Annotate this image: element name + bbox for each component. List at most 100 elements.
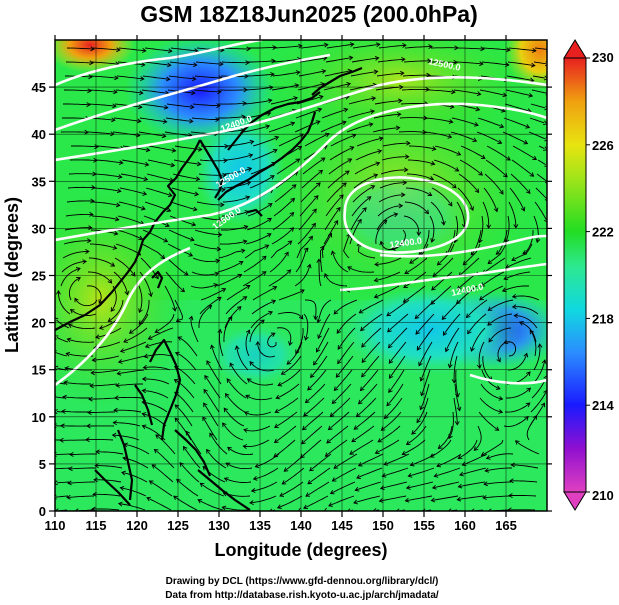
streamline-arrow <box>433 473 439 478</box>
streamline-arrow <box>66 337 72 343</box>
streamline <box>174 366 196 385</box>
y-tick-label: 35 <box>32 174 46 189</box>
streamline <box>379 182 407 189</box>
streamline <box>337 341 355 364</box>
streamline-arrow <box>393 212 399 218</box>
streamline-arrow <box>403 283 408 288</box>
streamline-arrow <box>349 450 355 455</box>
streamline <box>481 369 501 390</box>
streamline-arrow <box>426 72 431 78</box>
streamline <box>252 136 279 147</box>
streamline-arrow <box>480 282 486 287</box>
streamline <box>166 257 189 276</box>
streamline <box>528 131 546 140</box>
streamline <box>406 425 427 445</box>
streamline-arrow <box>487 306 493 311</box>
streamline-arrow <box>227 446 232 452</box>
streamline-arrow <box>377 438 383 443</box>
streamline <box>253 467 279 480</box>
streamline <box>405 187 432 196</box>
streamline <box>169 215 196 226</box>
streamline <box>224 167 252 175</box>
streamline-arrow <box>222 422 227 428</box>
streamline-arrow <box>498 395 504 401</box>
streamline <box>279 481 304 497</box>
streamline-arrow <box>247 167 253 172</box>
streamline <box>191 117 219 121</box>
streamline-arrow <box>448 119 454 124</box>
streamline <box>310 355 328 378</box>
streamline <box>486 453 514 459</box>
streamline <box>388 341 407 364</box>
streamline <box>355 481 382 491</box>
streamline <box>350 70 378 77</box>
streamline-arrow <box>347 508 351 511</box>
streamline-arrow <box>189 118 194 124</box>
streamline <box>271 84 299 91</box>
streamline <box>92 355 120 361</box>
streamline-arrow <box>75 267 81 272</box>
streamline-arrow <box>183 271 189 276</box>
streamline-arrow <box>146 496 151 502</box>
streamline-arrow <box>203 388 208 394</box>
streamline-arrow <box>513 313 519 319</box>
streamline <box>533 61 546 65</box>
streamline-arrow <box>525 124 531 129</box>
streamline-arrow <box>401 450 407 456</box>
streamline-arrow <box>456 151 462 156</box>
streamline <box>96 145 124 150</box>
streamline <box>169 61 197 66</box>
streamline-arrow <box>333 309 339 315</box>
streamline-arrow <box>454 167 460 172</box>
streamline <box>375 220 387 245</box>
streamline-arrow <box>511 293 517 299</box>
streamline-arrow <box>379 485 385 491</box>
streamline-arrow <box>452 183 457 189</box>
streamline-arrow <box>329 412 335 417</box>
streamline <box>177 336 198 357</box>
streamline-arrow <box>163 104 169 110</box>
streamline-arrow <box>76 277 81 282</box>
streamline-arrow <box>245 60 250 66</box>
streamline-arrow <box>293 96 299 101</box>
streamline <box>129 313 149 334</box>
streamline <box>69 159 98 161</box>
streamline-arrow <box>90 370 95 376</box>
streamline <box>431 495 459 502</box>
streamline-arrow <box>397 98 403 104</box>
streamline-arrow <box>55 480 58 486</box>
streamline <box>305 481 330 497</box>
streamline <box>223 316 233 343</box>
streamline-arrow <box>203 402 208 408</box>
streamline-arrow <box>295 70 301 76</box>
streamline <box>113 271 128 295</box>
streamline-arrow <box>116 370 122 376</box>
streamline <box>120 487 147 497</box>
streamline <box>193 89 221 93</box>
streamline-arrow <box>255 340 261 346</box>
streamline-arrow <box>274 423 279 428</box>
streamline-arrow <box>242 239 248 245</box>
streamline <box>402 74 431 77</box>
streamline <box>148 145 176 152</box>
streamline <box>457 187 474 211</box>
streamline-arrow <box>442 331 448 336</box>
streamline <box>55 495 69 498</box>
streamline-arrow <box>271 58 276 64</box>
streamline <box>429 215 435 243</box>
streamline-arrow <box>182 445 188 451</box>
streamline <box>225 296 247 315</box>
streamline-arrow <box>297 507 301 511</box>
streamline <box>318 259 322 287</box>
streamline <box>529 117 545 124</box>
streamline <box>272 212 294 231</box>
streamline <box>376 72 404 77</box>
streamline-arrow <box>507 507 512 511</box>
streamline <box>218 329 224 357</box>
streamline-arrow <box>267 217 273 223</box>
streamline-arrow <box>176 478 181 484</box>
streamline <box>354 162 380 175</box>
streamline <box>303 397 325 417</box>
streamline-arrow <box>192 206 198 212</box>
streamline-arrow <box>65 351 71 357</box>
